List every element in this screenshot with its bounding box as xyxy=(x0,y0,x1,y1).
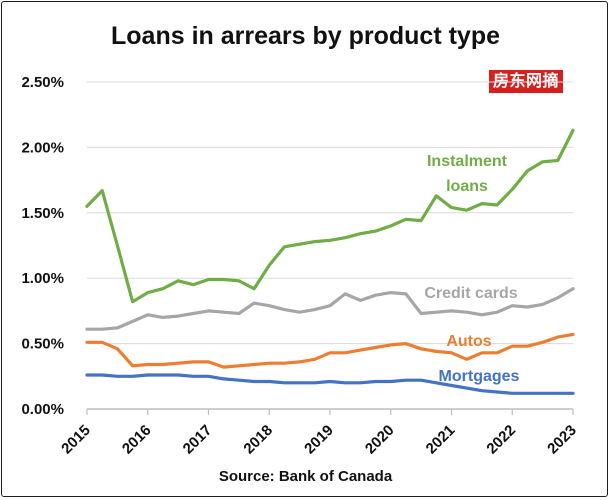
y-tick-label: 2.00% xyxy=(21,139,64,156)
axes xyxy=(86,408,574,415)
gridlines xyxy=(87,81,573,345)
series-line-instalment-loans xyxy=(85,128,575,304)
x-tick-labels: 2015 2016 2017 2018 2019 2020 2021 2022 2023 xyxy=(58,422,580,458)
series-label-mortgages: Mortgages xyxy=(439,368,520,385)
x-tick-label: 2022 xyxy=(483,422,519,458)
series-label-instalment-loans: Instalment xyxy=(427,153,508,170)
x-tick-label: 2016 xyxy=(119,422,155,458)
chart-title: Loans in arrears by product type xyxy=(111,22,500,50)
x-tick-label: 2018 xyxy=(240,422,276,458)
y-tick-label: 1.50% xyxy=(21,205,64,222)
y-tick-label: 1.00% xyxy=(21,270,64,287)
series-line-mortgages xyxy=(85,373,575,395)
y-tick-labels: 0.00% 0.50% 1.00% 1.50% 2.00% 2.50% xyxy=(21,74,64,418)
series-label-autos: Autos xyxy=(446,333,491,350)
y-tick-label: 0.00% xyxy=(21,401,64,418)
x-tick-label: 2015 xyxy=(58,422,94,458)
y-tick-label: 2.50% xyxy=(21,74,64,91)
x-tick-label: 2021 xyxy=(423,422,459,458)
x-tick-label: 2017 xyxy=(180,422,216,458)
x-tick-label: 2020 xyxy=(362,422,398,458)
series-labels: Instalment loans Credit cards Autos Mortgage… xyxy=(424,153,519,385)
series-line-credit-cards xyxy=(85,287,575,331)
x-tick-label: 2023 xyxy=(544,422,580,458)
y-tick-label: 0.50% xyxy=(21,336,64,353)
series-lines xyxy=(85,128,575,395)
series-label-instalment-loans: loans xyxy=(446,178,488,195)
series-line-autos xyxy=(85,332,575,369)
source-note: Source: Bank of Canada xyxy=(218,468,393,485)
series-label-credit-cards: Credit cards xyxy=(424,285,517,302)
x-tick-label: 2019 xyxy=(301,422,337,458)
